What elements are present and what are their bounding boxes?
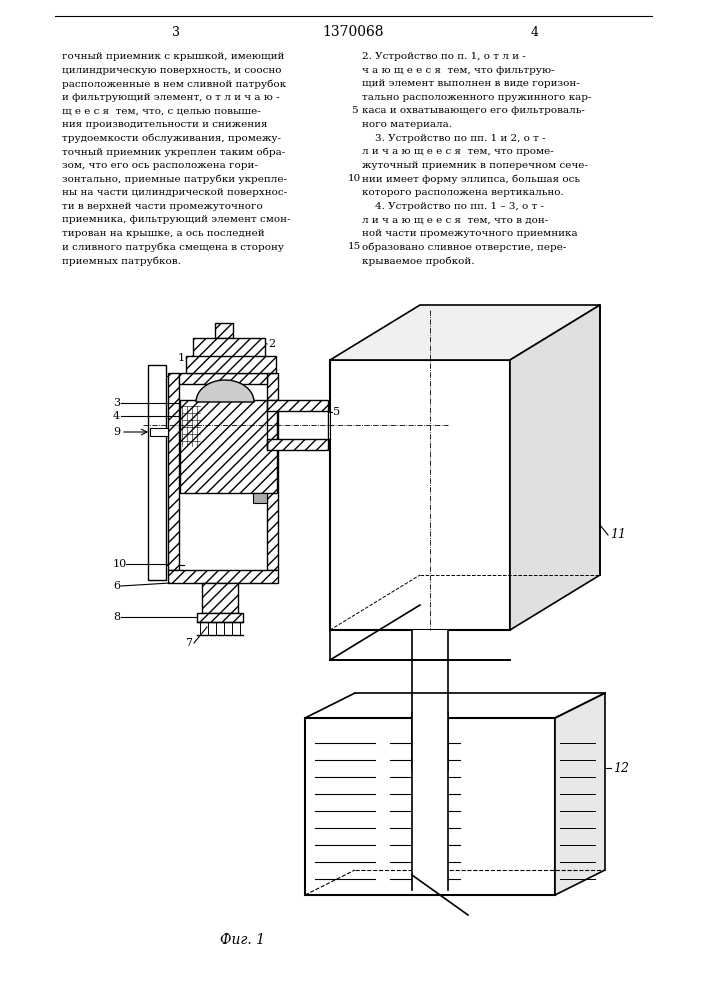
Bar <box>179 373 267 384</box>
Text: и сливного патрубка смещена в сторону: и сливного патрубка смещена в сторону <box>62 242 284 252</box>
Text: ного материала.: ного материала. <box>362 120 452 129</box>
Text: которого расположена вертикально.: которого расположена вертикально. <box>362 188 563 197</box>
Bar <box>328 411 330 439</box>
Text: л и ч а ю щ е е с я  тем, что в дон-: л и ч а ю щ е е с я тем, что в дон- <box>362 215 548 224</box>
Text: ной части промежуточного приемника: ной части промежуточного приемника <box>362 229 578 238</box>
Text: ×: × <box>158 372 165 380</box>
Bar <box>305 718 555 895</box>
Text: тирован на крышке, а ось последней: тирован на крышке, а ось последней <box>62 229 264 238</box>
Text: каса и охватывающего его фильтроваль-: каса и охватывающего его фильтроваль- <box>362 106 585 115</box>
Bar <box>168 570 278 583</box>
Text: 5: 5 <box>351 106 357 115</box>
Text: 4: 4 <box>113 411 120 421</box>
Text: 3. Устройство по пп. 1 и 2, о т -: 3. Устройство по пп. 1 и 2, о т - <box>362 134 546 143</box>
Polygon shape <box>330 305 600 360</box>
Bar <box>193 338 265 360</box>
Bar <box>186 356 276 373</box>
Bar <box>267 400 328 411</box>
Text: 1370068: 1370068 <box>322 25 384 39</box>
Text: цилиндрическую поверхность, и соосно: цилиндрическую поверхность, и соосно <box>62 66 281 75</box>
Text: 11: 11 <box>610 528 626 542</box>
Bar <box>267 373 278 570</box>
Text: образовано сливное отверстие, пере-: образовано сливное отверстие, пере- <box>362 242 566 252</box>
Bar <box>253 493 267 503</box>
Text: 7: 7 <box>185 638 192 648</box>
Polygon shape <box>510 305 600 630</box>
Bar <box>150 428 168 436</box>
Text: крываемое пробкой.: крываемое пробкой. <box>362 256 474 265</box>
Polygon shape <box>196 380 254 402</box>
Text: щ е е с я  тем, что, с целью повыше-: щ е е с я тем, что, с целью повыше- <box>62 106 261 115</box>
Bar <box>179 493 267 570</box>
Text: точный приемник укреплен таким обра-: точный приемник укреплен таким обра- <box>62 147 285 157</box>
Text: 3: 3 <box>172 25 180 38</box>
Bar <box>215 323 233 338</box>
Text: 10: 10 <box>347 174 361 183</box>
Text: 15: 15 <box>347 242 361 251</box>
Bar <box>180 400 277 493</box>
Text: 2: 2 <box>268 339 275 349</box>
Text: приемных патрубков.: приемных патрубков. <box>62 256 181 265</box>
Bar <box>197 613 243 622</box>
Text: ×: × <box>158 561 165 569</box>
Text: зонтально, приемные патрубки укрепле-: зонтально, приемные патрубки укрепле- <box>62 174 287 184</box>
Bar <box>168 373 179 570</box>
Text: приемника, фильтрующий элемент смон-: приемника, фильтрующий элемент смон- <box>62 215 291 224</box>
Bar <box>330 360 510 630</box>
Text: 6: 6 <box>113 581 120 591</box>
Text: 5: 5 <box>333 407 340 417</box>
Text: ны на части цилиндрической поверхнос-: ны на части цилиндрической поверхнос- <box>62 188 287 197</box>
Text: гочный приемник с крышкой, имеющий: гочный приемник с крышкой, имеющий <box>62 52 284 61</box>
Bar <box>412 630 448 770</box>
Text: ния производительности и снижения: ния производительности и снижения <box>62 120 267 129</box>
Bar <box>267 439 328 450</box>
Text: Фиг. 1: Фиг. 1 <box>220 933 265 947</box>
Text: ч а ю щ е е с я  тем, что фильтрую-: ч а ю щ е е с я тем, что фильтрую- <box>362 66 554 75</box>
Text: жуточный приемник в поперечном сече-: жуточный приемник в поперечном сече- <box>362 161 588 170</box>
Text: 10: 10 <box>113 559 127 569</box>
Text: 12: 12 <box>613 762 629 774</box>
Text: и фильтрующий элемент, о т л и ч а ю -: и фильтрующий элемент, о т л и ч а ю - <box>62 93 280 102</box>
Bar <box>202 583 238 613</box>
Text: 4: 4 <box>531 25 539 38</box>
Text: 2. Устройство по п. 1, о т л и -: 2. Устройство по п. 1, о т л и - <box>362 52 526 61</box>
Text: зом, что его ось расположена гори-: зом, что его ось расположена гори- <box>62 161 258 170</box>
Text: 8: 8 <box>113 612 120 622</box>
Polygon shape <box>555 693 605 895</box>
Text: 9: 9 <box>113 427 120 437</box>
Text: нии имеет форму эллипса, большая ось: нии имеет форму эллипса, большая ось <box>362 174 580 184</box>
Bar <box>267 411 328 439</box>
Text: ти в верхней части промежуточного: ти в верхней части промежуточного <box>62 202 263 211</box>
Text: 4. Устройство по пп. 1 – 3, о т -: 4. Устройство по пп. 1 – 3, о т - <box>362 202 544 211</box>
Text: 1: 1 <box>178 353 185 363</box>
Text: щий элемент выполнен в виде горизон-: щий элемент выполнен в виде горизон- <box>362 79 580 88</box>
Text: тально расположенного пружинного кар-: тально расположенного пружинного кар- <box>362 93 592 102</box>
Text: 3: 3 <box>113 398 120 408</box>
Bar <box>148 365 166 580</box>
Bar <box>412 713 448 890</box>
Text: расположенные в нем сливной патрубок: расположенные в нем сливной патрубок <box>62 79 286 89</box>
Text: л и ч а ю щ е е с я  тем, что проме-: л и ч а ю щ е е с я тем, что проме- <box>362 147 554 156</box>
Text: трудоемкости обслуживания, промежу-: трудоемкости обслуживания, промежу- <box>62 134 281 143</box>
